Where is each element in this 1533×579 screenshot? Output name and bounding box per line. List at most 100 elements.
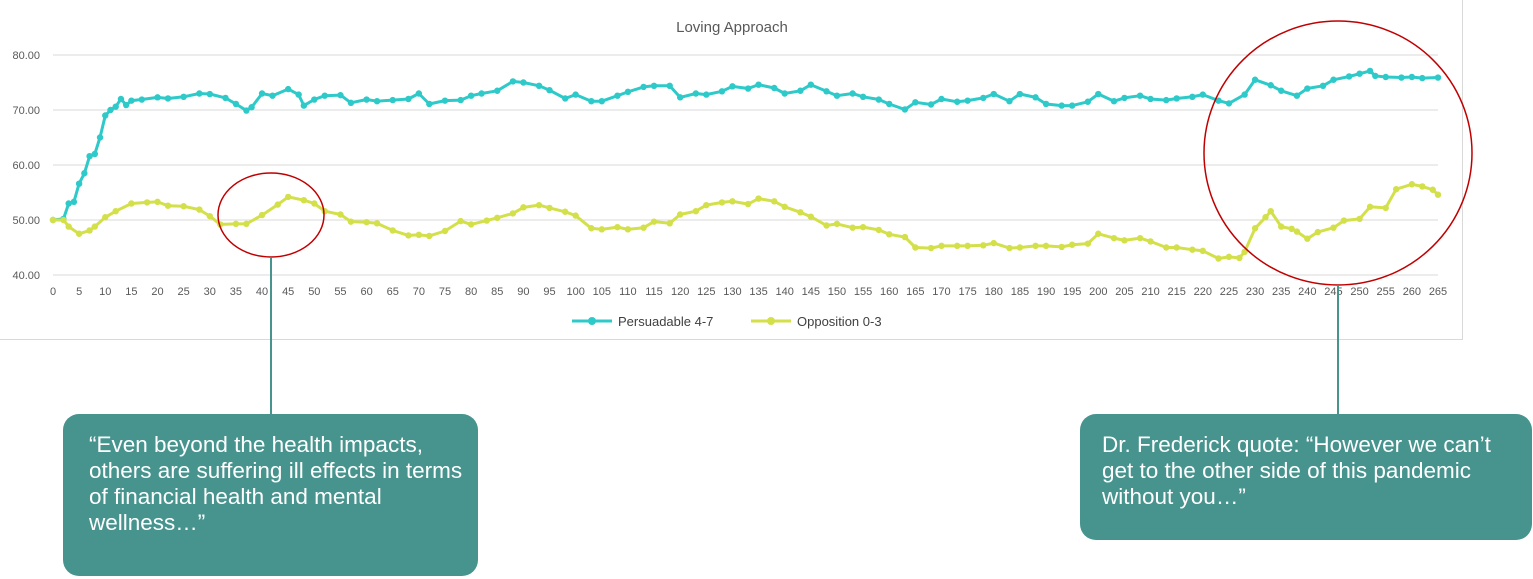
data-point [457, 217, 464, 225]
data-point [389, 227, 396, 234]
data-point [666, 82, 673, 90]
data-point [1293, 228, 1301, 235]
x-tick-label: 205 [1115, 286, 1133, 298]
data-point [75, 180, 83, 187]
x-tick-label: 45 [282, 286, 294, 298]
x-tick-label: 5 [76, 286, 82, 298]
data-point [781, 90, 788, 97]
data-point [70, 198, 78, 206]
data-point [859, 93, 867, 101]
x-tick-label: 150 [828, 286, 846, 298]
data-point [1366, 67, 1374, 75]
data-point [614, 92, 621, 99]
data-point [138, 96, 146, 103]
data-point [676, 211, 684, 218]
x-tick-label: 160 [880, 286, 898, 298]
data-point [102, 112, 109, 119]
data-point [1136, 92, 1144, 99]
data-point [703, 201, 710, 209]
data-point [640, 83, 647, 91]
data-point [1189, 246, 1196, 253]
data-point [196, 206, 203, 213]
legend-marker [767, 317, 775, 325]
data-point [692, 208, 700, 215]
x-tick-label: 50 [308, 286, 320, 298]
data-point [927, 244, 935, 252]
data-point [546, 204, 553, 212]
data-point [1042, 242, 1050, 250]
data-point [807, 81, 815, 88]
data-point [781, 203, 788, 210]
data-point [49, 216, 57, 224]
x-tick-label: 20 [151, 286, 163, 298]
chart-title: Loving Approach [676, 19, 788, 36]
x-tick-label: 180 [985, 286, 1003, 298]
x-tick-label: 90 [517, 286, 529, 298]
data-point [833, 220, 841, 228]
data-point [535, 82, 543, 90]
data-point [1173, 244, 1180, 251]
data-point [823, 222, 830, 229]
data-point [886, 231, 893, 238]
data-point [441, 227, 449, 235]
legend: Persuadable 4-7 Opposition 0-3 [572, 314, 882, 329]
data-point [1147, 238, 1154, 245]
data-point [1356, 70, 1363, 77]
data-point [1163, 244, 1170, 251]
x-tick-label: 170 [932, 286, 950, 298]
data-point [1288, 225, 1295, 232]
legend-label: Persuadable 4-7 [618, 314, 713, 329]
data-point [1042, 100, 1050, 108]
data-point [300, 197, 308, 204]
data-point [1199, 91, 1207, 98]
data-point [1058, 243, 1065, 251]
x-tick-label: 70 [413, 286, 425, 298]
x-tick-label: 255 [1377, 286, 1395, 298]
data-point [206, 212, 213, 220]
data-point [232, 100, 240, 108]
data-point [509, 210, 517, 217]
data-point [1163, 96, 1170, 104]
x-tick-label: 40 [256, 286, 268, 298]
x-tick-label: 260 [1403, 286, 1421, 298]
x-tick-label: 165 [906, 286, 924, 298]
x-tick-label: 60 [360, 286, 372, 298]
data-point [1314, 228, 1321, 236]
data-point [561, 208, 569, 215]
highlight-circle-right [1203, 20, 1473, 286]
x-tick-label: 135 [749, 286, 767, 298]
data-point [122, 101, 130, 109]
data-point [164, 95, 172, 102]
data-point [624, 88, 632, 96]
x-tick-label: 210 [1141, 286, 1159, 298]
data-point [1251, 76, 1259, 83]
data-point [467, 221, 475, 228]
data-point [164, 202, 172, 209]
x-tick-label: 230 [1246, 286, 1264, 298]
data-point [1121, 237, 1128, 244]
data-point [990, 90, 997, 98]
data-point [980, 94, 987, 102]
data-point [248, 104, 255, 111]
data-point [1236, 254, 1243, 262]
data-point [373, 98, 381, 105]
data-point [363, 219, 370, 226]
data-point [1267, 208, 1274, 215]
x-tick-label: 155 [854, 286, 872, 298]
data-point [1434, 74, 1442, 81]
data-point [797, 209, 804, 216]
data-point [771, 84, 778, 92]
x-tick-label: 110 [619, 286, 637, 298]
data-point [833, 92, 841, 99]
data-point [1330, 224, 1337, 231]
data-point [546, 87, 553, 94]
data-point [1147, 95, 1154, 103]
data-point [953, 98, 961, 105]
legend-label: Opposition 0-3 [797, 314, 882, 329]
data-point [91, 150, 99, 158]
x-tick-label: 10 [99, 286, 111, 298]
data-point [718, 199, 726, 206]
data-point [1366, 203, 1374, 210]
data-point [467, 92, 475, 99]
data-point [1189, 93, 1196, 101]
